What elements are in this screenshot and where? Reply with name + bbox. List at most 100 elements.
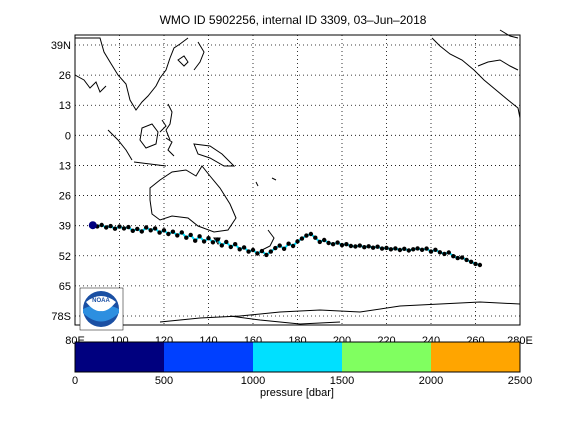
profile-point bbox=[259, 248, 265, 254]
profile-point bbox=[348, 243, 354, 249]
lat-tick-label: 13 bbox=[59, 100, 71, 112]
profile-point bbox=[233, 242, 238, 247]
colorbar-frame bbox=[74, 341, 521, 373]
profile-point bbox=[170, 229, 176, 234]
profile-point bbox=[201, 239, 207, 244]
profile-point bbox=[135, 226, 140, 232]
profile-point bbox=[157, 230, 162, 235]
lat-tick-label: 52 bbox=[59, 251, 71, 263]
colorbar-band bbox=[431, 342, 520, 372]
profile-point bbox=[130, 228, 135, 233]
profile-point bbox=[428, 249, 434, 254]
map-frame bbox=[74, 34, 521, 326]
profile-point bbox=[152, 226, 158, 231]
colorbar-tick-label: 2500 bbox=[508, 375, 532, 387]
profile-point bbox=[250, 247, 256, 253]
profile-point bbox=[419, 247, 425, 252]
colorbar-tick-label: 2000 bbox=[419, 375, 443, 387]
profile-point bbox=[388, 247, 394, 252]
profile-point bbox=[411, 247, 416, 252]
float-trajectory bbox=[88, 221, 483, 268]
profile-point bbox=[215, 237, 220, 242]
profile-point bbox=[121, 226, 127, 231]
profile-point bbox=[112, 226, 118, 231]
profile-point bbox=[295, 239, 300, 244]
profile-point bbox=[330, 242, 336, 247]
profile-point bbox=[219, 243, 224, 248]
colorbar-band bbox=[75, 342, 164, 372]
gridlines bbox=[74, 35, 521, 325]
profile-point bbox=[210, 240, 216, 245]
profile-point bbox=[104, 225, 109, 230]
profile-point bbox=[477, 262, 483, 268]
profile-point bbox=[273, 245, 278, 251]
profile-point bbox=[179, 230, 184, 235]
profile-point bbox=[397, 247, 403, 253]
profile-point bbox=[322, 237, 327, 243]
profile-point bbox=[241, 245, 247, 250]
profile-point bbox=[335, 240, 340, 245]
profile-point bbox=[161, 228, 167, 233]
lat-tick-label: 26 bbox=[59, 191, 71, 203]
profile-point bbox=[415, 246, 420, 251]
profile-point bbox=[290, 243, 296, 249]
profile-point bbox=[184, 235, 189, 240]
profile-point bbox=[473, 261, 478, 267]
profile-point bbox=[424, 246, 429, 251]
profile-point bbox=[166, 231, 171, 237]
profile-point bbox=[393, 246, 398, 251]
profile-point bbox=[433, 247, 438, 252]
profile-point bbox=[206, 236, 211, 241]
profile-point bbox=[446, 250, 451, 255]
profile-point bbox=[451, 254, 456, 259]
profile-point bbox=[304, 233, 309, 238]
colorbar-band bbox=[253, 342, 342, 372]
profile-point bbox=[197, 234, 202, 239]
chart-title: WMO ID 5902256, internal ID 3309, 03–Jun… bbox=[160, 13, 427, 27]
profile-point bbox=[175, 233, 180, 238]
lat-tick-label: 78S bbox=[51, 311, 71, 323]
profile-point bbox=[468, 259, 474, 264]
colorbar-bands bbox=[75, 342, 520, 372]
profile-point bbox=[139, 229, 144, 234]
profile-point bbox=[268, 249, 273, 254]
profile-point bbox=[126, 224, 131, 230]
lat-tick-label: 39 bbox=[59, 221, 71, 233]
profile-point bbox=[299, 236, 305, 241]
colorbar-tick-label: 1500 bbox=[330, 375, 354, 387]
profile-point bbox=[237, 247, 242, 252]
profile-point bbox=[148, 228, 153, 233]
profile-point bbox=[246, 249, 251, 254]
lat-tick-label: 13 bbox=[59, 160, 71, 172]
coastlines bbox=[74, 29, 521, 325]
profile-point bbox=[99, 222, 104, 228]
profile-point bbox=[313, 235, 318, 240]
profile-point bbox=[108, 223, 113, 229]
profile-point bbox=[455, 255, 460, 261]
profile-point bbox=[353, 244, 358, 249]
profile-point bbox=[464, 257, 469, 263]
colorbar: 0 500 1000 1500 2000 2500 pressure [dbar] bbox=[72, 341, 532, 399]
colorbar-tick-label: 500 bbox=[155, 375, 173, 387]
profile-point bbox=[224, 239, 229, 245]
profile-point bbox=[193, 238, 198, 243]
latitude-labels: 39N 26 13 0 13 26 39 52 65 78S bbox=[51, 40, 71, 323]
profile-point bbox=[442, 251, 447, 257]
colorbar-band bbox=[164, 342, 253, 372]
lat-tick-label: 65 bbox=[59, 281, 71, 293]
profile-point bbox=[326, 240, 331, 246]
profile-point bbox=[344, 242, 349, 247]
profile-point bbox=[286, 241, 291, 246]
profile-point bbox=[375, 244, 380, 249]
profile-point bbox=[366, 244, 371, 249]
profile-point bbox=[117, 224, 122, 229]
profile-point bbox=[437, 250, 443, 255]
trajectory-line bbox=[92, 223, 481, 266]
lat-tick-label: 0 bbox=[65, 130, 71, 142]
profile-point bbox=[308, 231, 314, 237]
profile-point bbox=[384, 245, 389, 251]
colorbar-tick-label: 0 bbox=[72, 375, 78, 387]
profile-point bbox=[370, 245, 376, 250]
noaa-logo: NOAA bbox=[79, 287, 124, 331]
